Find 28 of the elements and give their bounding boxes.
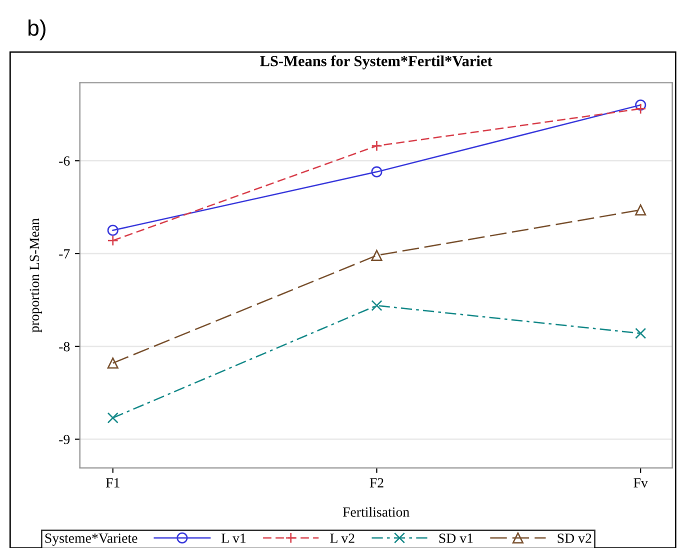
point [635,328,646,339]
legend-label: SD v2 [558,534,592,543]
point [107,235,118,246]
point [371,250,382,261]
point [635,103,646,114]
point [635,99,646,111]
point [107,224,118,236]
x-tick-label: Fv [634,478,648,488]
point [371,140,382,152]
point [107,412,118,424]
legend-title: Systeme*Variete [45,534,138,546]
legend-label: L v1 [221,534,246,543]
point [107,358,118,369]
legend-label: SD v1 [439,534,473,543]
legend-label: L v2 [330,534,354,543]
x-tick-label: F1 [106,478,120,488]
y-tick-label: -6 [59,156,70,166]
point [371,300,382,312]
x-tick-label: F2 [370,478,384,488]
y-tick-label: -9 [59,434,70,444]
y-axis-title: proportion LS-Mean [30,218,42,332]
y-tick-label: -7 [59,249,70,258]
x-axis-title: Fertilisation [342,506,410,517]
text: b) [28,20,46,40]
point [635,204,646,216]
chart-title: LS-Means for System*Fertil*Variet [260,55,492,70]
point [371,166,382,178]
y-tick-label: -8 [59,342,70,352]
